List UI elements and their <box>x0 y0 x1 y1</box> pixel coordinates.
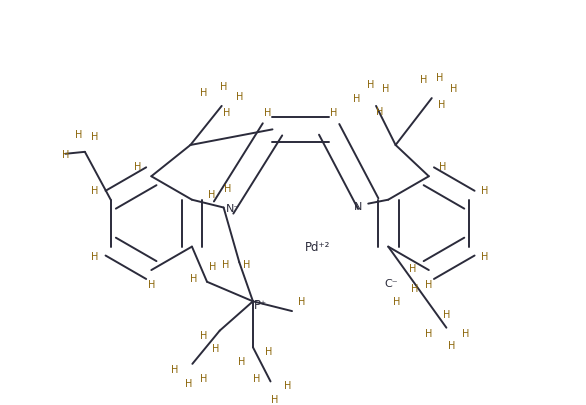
Text: H: H <box>448 341 455 350</box>
Text: H: H <box>243 260 251 269</box>
Text: H: H <box>353 94 360 104</box>
Text: N: N <box>355 201 363 211</box>
Text: H: H <box>481 252 489 262</box>
Text: Pd⁺²: Pd⁺² <box>305 241 330 254</box>
Text: H: H <box>367 80 375 90</box>
Text: N⁻: N⁻ <box>226 203 240 213</box>
Text: H: H <box>425 328 432 338</box>
Text: H: H <box>223 107 230 117</box>
Text: H: H <box>208 190 216 199</box>
Text: H: H <box>62 149 69 160</box>
Text: H: H <box>91 252 99 262</box>
Text: H: H <box>284 380 292 390</box>
Text: H: H <box>190 273 197 283</box>
Text: H: H <box>224 183 231 194</box>
Text: H: H <box>449 84 457 94</box>
Text: H: H <box>442 309 450 319</box>
Text: H: H <box>439 162 446 172</box>
Text: H: H <box>425 279 432 289</box>
Text: H: H <box>185 378 192 388</box>
Text: H: H <box>411 283 419 293</box>
Text: P⁺: P⁺ <box>254 298 267 311</box>
Text: H: H <box>91 132 98 142</box>
Text: H: H <box>76 130 83 140</box>
Text: H: H <box>438 100 445 110</box>
Text: H: H <box>271 394 278 404</box>
Text: H: H <box>148 279 155 289</box>
Text: H: H <box>420 75 428 84</box>
Text: H: H <box>376 107 384 117</box>
Text: H: H <box>298 296 305 307</box>
Text: C⁻: C⁻ <box>385 278 398 288</box>
Text: H: H <box>393 296 400 307</box>
Text: H: H <box>209 262 217 271</box>
Text: H: H <box>200 88 208 98</box>
Text: H: H <box>134 162 141 172</box>
Text: H: H <box>236 92 243 102</box>
Text: H: H <box>222 260 229 269</box>
Text: H: H <box>91 185 99 196</box>
Text: H: H <box>200 373 208 383</box>
Text: H: H <box>265 346 272 356</box>
Text: H: H <box>331 107 338 117</box>
Text: H: H <box>171 364 179 374</box>
Text: H: H <box>382 84 390 94</box>
Text: H: H <box>220 82 227 92</box>
Text: H: H <box>264 107 271 117</box>
Text: H: H <box>481 185 489 196</box>
Text: H: H <box>436 72 443 82</box>
Text: H: H <box>253 373 261 383</box>
Text: H: H <box>200 330 208 340</box>
Text: H: H <box>410 263 417 273</box>
Text: H: H <box>212 343 220 353</box>
Text: H: H <box>237 356 245 366</box>
Text: H: H <box>462 328 469 338</box>
